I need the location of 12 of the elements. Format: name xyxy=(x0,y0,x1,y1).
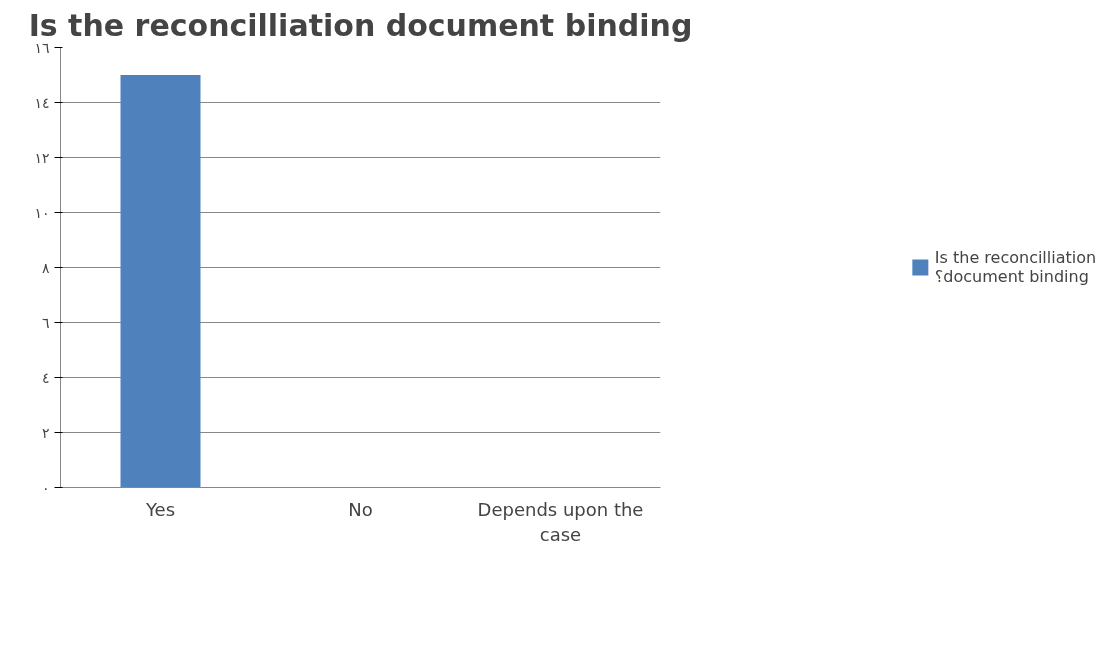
y-tick-label: ٢ xyxy=(41,424,50,441)
y-tick-label: ١٢ xyxy=(34,149,50,166)
y-tick-label: ٤ xyxy=(41,369,50,386)
x-tick-label: Yes xyxy=(144,498,176,520)
y-tick-label: ٠ xyxy=(41,479,50,496)
y-tick-label: ١٠ xyxy=(34,204,50,221)
x-tick-label: Depends upon the case xyxy=(477,498,644,545)
legend-label: Is the reconcilliation ؟document binding xyxy=(934,248,1097,286)
y-tick-label: ١٤ xyxy=(34,94,50,111)
y-tick-label: ٨ xyxy=(41,259,50,276)
y-tick-label: ٦ xyxy=(41,314,50,331)
x-tick-label: No xyxy=(348,498,373,520)
